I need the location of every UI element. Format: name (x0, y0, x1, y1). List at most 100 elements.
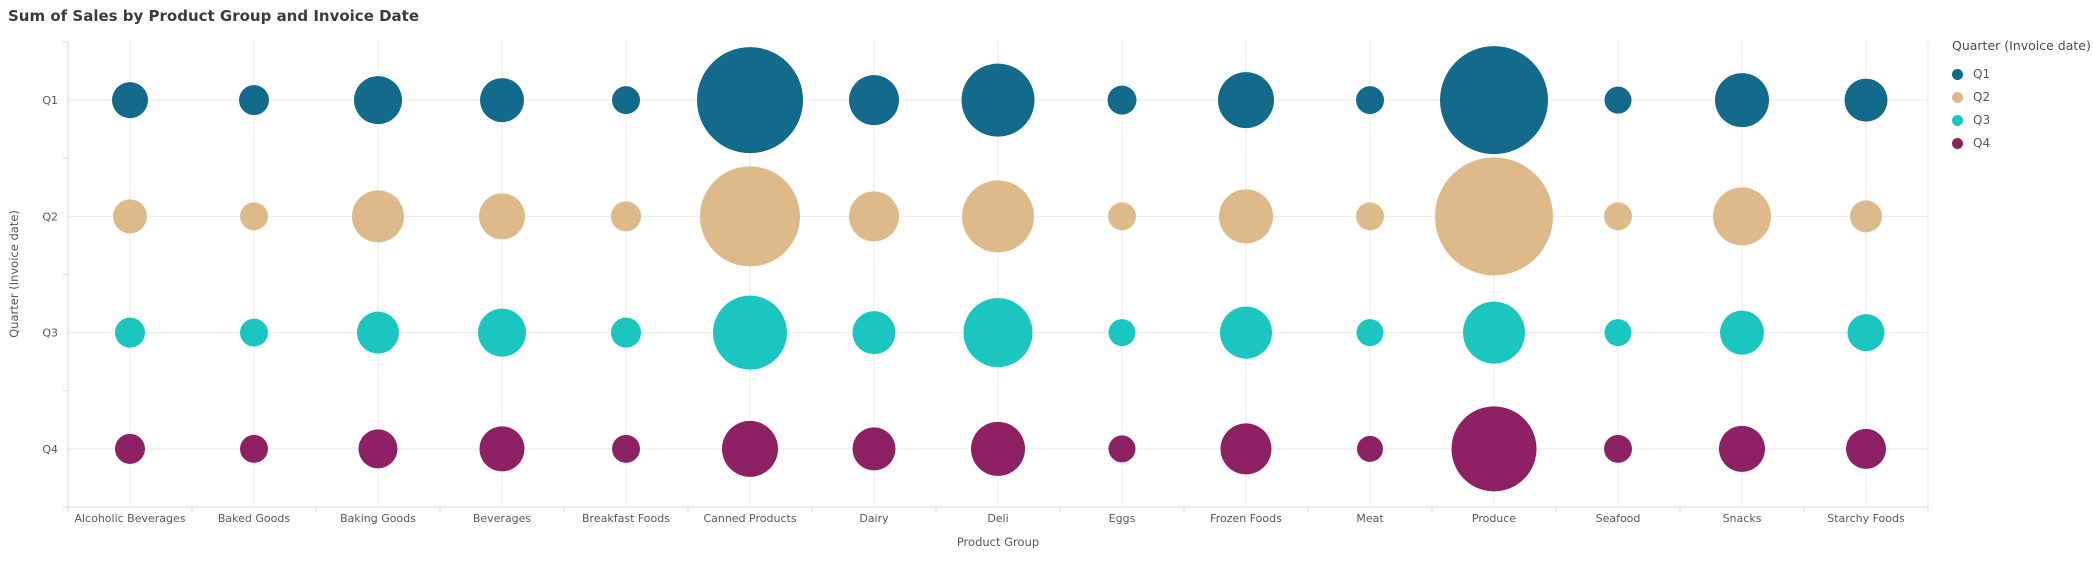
bubble-beverages-q4[interactable] (479, 426, 525, 472)
bubble-baked-goods-q2[interactable] (240, 202, 268, 231)
bubble-beverages-q3[interactable] (478, 308, 526, 357)
bubble-breakfast-foods-q2[interactable] (611, 201, 641, 232)
bubble-starchy-foods-q3[interactable] (1847, 314, 1885, 352)
x-tick-label-canned-products[interactable]: Canned Products (703, 512, 796, 525)
bubble-seafood-q4[interactable] (1604, 434, 1632, 463)
x-tick-label-beverages[interactable]: Beverages (473, 512, 532, 525)
bubble-canned-products-q4[interactable] (722, 420, 778, 477)
x-tick-label-produce[interactable]: Produce (1472, 512, 1516, 525)
bubble-beverages-q1[interactable] (480, 78, 524, 123)
x-tick-label-frozen-foods[interactable]: Frozen Foods (1210, 512, 1282, 525)
bubble-seafood-q3[interactable] (1604, 319, 1632, 347)
bubble-baking-goods-q3[interactable] (357, 311, 399, 354)
bubble-meat-q1[interactable] (1356, 86, 1384, 115)
bubble-starchy-foods-q1[interactable] (1844, 78, 1888, 122)
bubble-alcoholic-beverages-q2[interactable] (113, 199, 147, 234)
x-tick-label-eggs[interactable]: Eggs (1109, 512, 1136, 525)
bubble-eggs-q3[interactable] (1108, 319, 1136, 347)
x-tick-label-snacks[interactable]: Snacks (1723, 512, 1762, 525)
legend-label: Q1 (1973, 67, 1991, 81)
bubble-snacks-q4[interactable] (1719, 425, 1765, 472)
x-tick-label-breakfast-foods[interactable]: Breakfast Foods (582, 512, 670, 525)
bubble-seafood-q1[interactable] (1604, 86, 1632, 114)
bubble-starchy-foods-q4[interactable] (1846, 428, 1886, 469)
legend-dot-q2 (1952, 91, 1963, 103)
x-axis-labels: Alcoholic Beverages Baked Goods Baking Goo… (74, 512, 1905, 525)
y-tick-label-q3[interactable]: Q3 (42, 327, 58, 340)
bubble-meat-q3[interactable] (1356, 319, 1384, 347)
bubble-series (112, 46, 1888, 492)
legend-item-q2[interactable]: Q2 (1952, 90, 2092, 104)
bubble-beverages-q2[interactable] (479, 193, 525, 240)
bubble-alcoholic-beverages-q1[interactable] (112, 82, 148, 119)
bubble-baking-goods-q4[interactable] (358, 429, 398, 469)
axis-ticks (63, 41, 1929, 512)
legend-item-q3[interactable]: Q3 (1952, 113, 2092, 127)
x-tick-label-baked-goods[interactable]: Baked Goods (218, 512, 290, 525)
x-axis-title: Product Group (957, 535, 1039, 549)
bubble-snacks-q3[interactable] (1720, 310, 1764, 355)
legend-item-q4[interactable]: Q4 (1952, 136, 2092, 150)
bubble-eggs-q4[interactable] (1108, 435, 1136, 463)
legend-dot-q1 (1952, 68, 1963, 80)
legend-item-q1[interactable]: Q1 (1952, 67, 2092, 81)
bubble-meat-q4[interactable] (1357, 435, 1383, 462)
bubble-starchy-foods-q2[interactable] (1850, 200, 1882, 233)
bubble-snacks-q1[interactable] (1715, 73, 1769, 128)
y-tick-label-q4[interactable]: Q4 (42, 443, 58, 456)
bubble-frozen-foods-q3[interactable] (1220, 306, 1272, 359)
legend-label: Q3 (1973, 113, 1991, 127)
legend-title: Quarter (Invoice date) (1952, 38, 2091, 53)
bubble-dairy-q2[interactable] (849, 191, 899, 242)
bubble-eggs-q1[interactable] (1107, 85, 1137, 115)
bubble-meat-q2[interactable] (1356, 202, 1384, 231)
x-tick-label-meat[interactable]: Meat (1356, 512, 1384, 525)
bubble-produce-q3[interactable] (1463, 301, 1525, 364)
y-axis-title: Quarter (Invoice date) (7, 210, 21, 338)
x-tick-label-seafood[interactable]: Seafood (1596, 512, 1641, 525)
bubble-dairy-q1[interactable] (849, 75, 899, 126)
bubble-baking-goods-q2[interactable] (352, 190, 404, 243)
bubble-eggs-q2[interactable] (1108, 202, 1136, 231)
bubble-produce-q1[interactable] (1440, 46, 1548, 155)
bubble-frozen-foods-q1[interactable] (1218, 72, 1274, 129)
bubble-deli-q3[interactable] (963, 298, 1033, 368)
bubble-canned-products-q3[interactable] (713, 295, 787, 370)
legend-dot-q3 (1952, 114, 1963, 126)
bubble-deli-q2[interactable] (962, 180, 1034, 253)
bubble-deli-q1[interactable] (961, 63, 1035, 137)
x-tick-label-dairy[interactable]: Dairy (859, 512, 889, 525)
bubble-baked-goods-q4[interactable] (240, 434, 268, 463)
bubble-produce-q4[interactable] (1451, 406, 1537, 492)
x-tick-label-deli[interactable]: Deli (987, 512, 1008, 525)
x-tick-label-baking-goods[interactable]: Baking Goods (340, 512, 416, 525)
bubble-alcoholic-beverages-q4[interactable] (115, 433, 145, 464)
bubble-dairy-q4[interactable] (852, 427, 896, 471)
bubble-snacks-q2[interactable] (1713, 187, 1771, 246)
y-tick-label-q1[interactable]: Q1 (42, 94, 58, 107)
bubble-frozen-foods-q4[interactable] (1220, 423, 1272, 475)
bubble-canned-products-q2[interactable] (700, 166, 800, 267)
bubble-breakfast-foods-q3[interactable] (611, 317, 641, 348)
bubble-seafood-q2[interactable] (1604, 202, 1632, 231)
bubble-produce-q2[interactable] (1435, 157, 1553, 276)
bubble-deli-q4[interactable] (971, 421, 1025, 476)
legend-label: Q2 (1973, 90, 1991, 104)
bubble-breakfast-foods-q4[interactable] (612, 434, 640, 463)
bubble-baked-goods-q1[interactable] (239, 85, 269, 116)
y-axis-labels: Q1 Q2 Q3 Q4 (42, 94, 58, 456)
x-tick-label-alcoholic-beverages[interactable]: Alcoholic Beverages (74, 512, 185, 525)
bubble-dairy-q3[interactable] (852, 311, 896, 355)
bubble-frozen-foods-q2[interactable] (1219, 189, 1273, 244)
y-tick-label-q2[interactable]: Q2 (42, 210, 58, 223)
bubble-baked-goods-q3[interactable] (240, 318, 268, 347)
x-tick-label-starchy-foods[interactable]: Starchy Foods (1827, 512, 1905, 525)
legend-dot-q4 (1952, 137, 1963, 149)
bubble-breakfast-foods-q1[interactable] (612, 86, 640, 115)
bubble-baking-goods-q1[interactable] (354, 76, 402, 125)
legend-label: Q4 (1973, 136, 1991, 150)
bubble-alcoholic-beverages-q3[interactable] (115, 317, 145, 348)
bubble-canned-products-q1[interactable] (697, 47, 803, 154)
